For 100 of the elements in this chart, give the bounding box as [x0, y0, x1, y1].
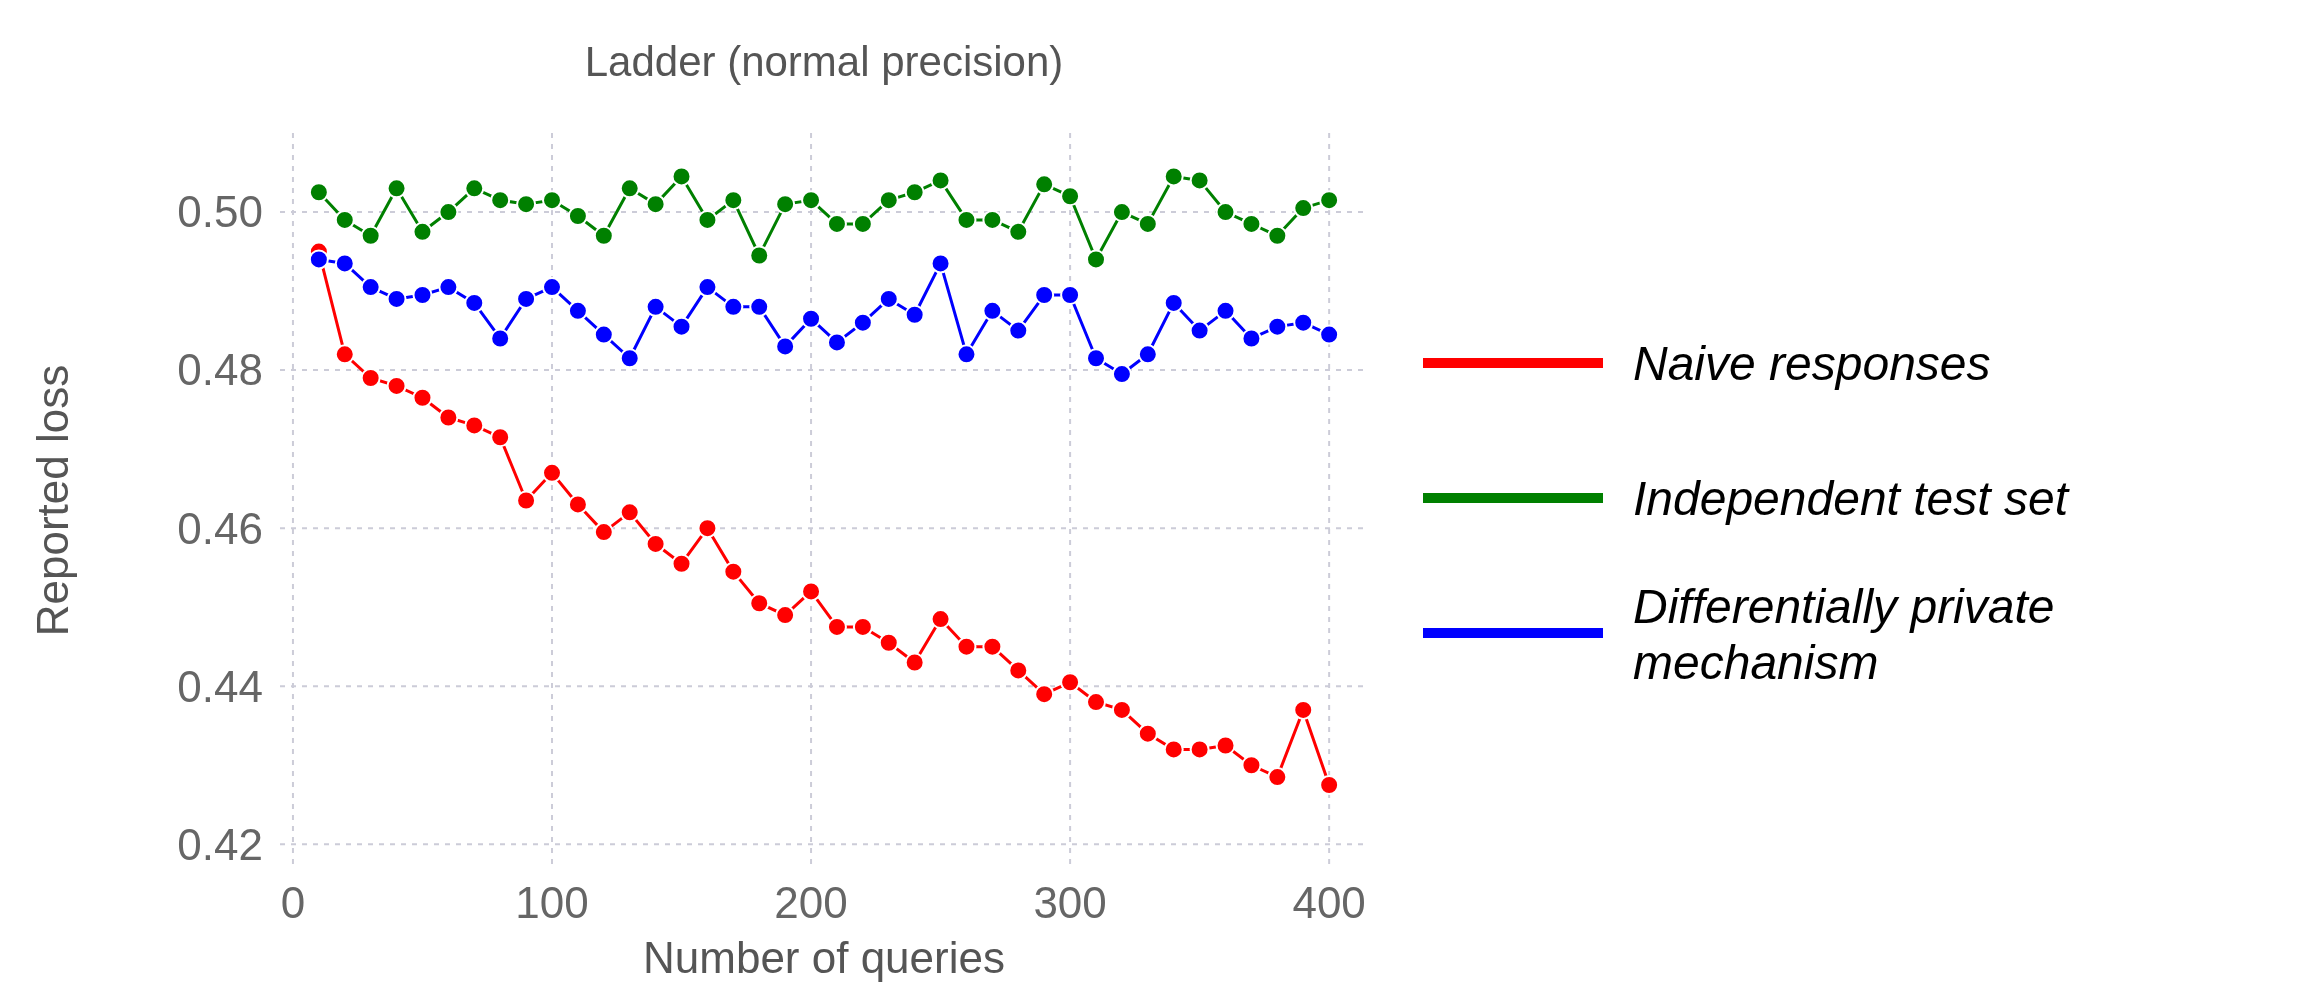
point	[826, 616, 847, 637]
point	[542, 190, 562, 211]
point	[645, 194, 666, 215]
point	[1163, 166, 1184, 187]
point	[904, 182, 925, 203]
point	[671, 316, 692, 337]
point	[801, 190, 822, 211]
point	[567, 494, 588, 515]
point	[464, 292, 485, 313]
point	[1267, 316, 1288, 337]
point	[360, 277, 381, 298]
point	[516, 490, 537, 511]
point	[438, 202, 459, 223]
point	[1008, 320, 1029, 341]
point	[490, 427, 511, 448]
point	[1267, 225, 1288, 246]
point	[1086, 249, 1106, 270]
chart-title: Ladder (normal precision)	[584, 38, 1064, 85]
point	[749, 245, 770, 266]
point	[1293, 699, 1314, 720]
point	[567, 205, 588, 226]
point	[1215, 735, 1236, 756]
y-axis-title: Reported loss	[28, 364, 77, 637]
point	[490, 328, 511, 349]
point	[412, 221, 433, 242]
y-tick-label: 0.44	[177, 661, 263, 711]
point	[930, 253, 951, 274]
point	[1008, 660, 1029, 681]
point	[645, 533, 666, 554]
point	[1241, 328, 1262, 349]
legend-label: Independent test set	[1633, 471, 2070, 525]
point	[1137, 344, 1158, 365]
point	[593, 522, 614, 543]
point	[930, 170, 951, 191]
point	[1189, 320, 1210, 341]
point	[1034, 684, 1055, 705]
point	[593, 225, 614, 246]
point	[801, 308, 822, 329]
point	[1319, 775, 1340, 796]
point	[619, 348, 640, 369]
point	[775, 336, 796, 357]
point	[775, 605, 796, 626]
point	[749, 593, 770, 614]
point	[1241, 213, 1262, 234]
point	[438, 407, 459, 428]
point	[1060, 672, 1081, 693]
point	[852, 213, 873, 234]
point	[878, 288, 899, 309]
point	[464, 178, 485, 199]
point	[982, 636, 1003, 657]
point	[334, 253, 355, 274]
point	[542, 277, 562, 298]
legend-label: Naive responses	[1633, 336, 1991, 390]
point	[334, 344, 355, 365]
point	[775, 194, 796, 215]
x-tick-label: 200	[774, 878, 848, 927]
point	[1215, 202, 1236, 223]
point	[1060, 285, 1081, 306]
point	[360, 368, 381, 388]
point	[671, 166, 692, 187]
point	[1086, 692, 1106, 713]
x-axis-title: Number of queries	[643, 933, 1005, 982]
point	[645, 296, 666, 317]
point	[464, 415, 485, 436]
point	[334, 209, 355, 230]
point	[956, 636, 977, 657]
point	[412, 387, 433, 408]
point	[1215, 300, 1236, 321]
point	[1008, 221, 1029, 242]
point	[1034, 285, 1055, 306]
point	[386, 288, 407, 309]
point	[826, 332, 847, 353]
point	[1293, 198, 1314, 219]
point	[878, 632, 899, 653]
point	[1086, 348, 1106, 369]
point	[1293, 312, 1314, 333]
point	[1111, 699, 1132, 720]
point	[412, 285, 433, 306]
point	[852, 312, 873, 333]
x-tick-label: 0	[280, 878, 306, 927]
point	[671, 553, 692, 574]
point	[516, 194, 537, 215]
point	[619, 502, 640, 523]
point	[1241, 755, 1262, 776]
point	[1034, 174, 1055, 195]
point	[1163, 739, 1184, 760]
point	[1319, 324, 1340, 345]
x-tick-label: 300	[1033, 878, 1107, 927]
point	[852, 616, 873, 637]
point	[697, 209, 718, 230]
point	[904, 304, 925, 325]
point	[982, 209, 1003, 230]
y-tick-label: 0.48	[177, 345, 263, 395]
point	[956, 344, 977, 365]
point	[697, 277, 718, 298]
point	[801, 581, 822, 602]
y-tick-label: 0.50	[177, 187, 263, 237]
point	[386, 375, 407, 396]
point	[697, 518, 718, 539]
point	[567, 300, 588, 321]
